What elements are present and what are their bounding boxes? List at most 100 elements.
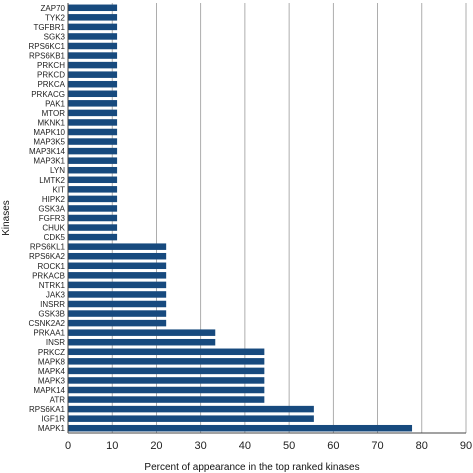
y-tick-label: INSRR: [40, 300, 65, 309]
bar-chuk: [68, 224, 118, 231]
bar-csnk2a2: [68, 319, 167, 327]
y-tick-label: HIPK2: [42, 195, 66, 204]
bar-rps6kc1: [68, 42, 118, 50]
x-tick-label: 60: [327, 440, 339, 452]
bar-kit: [68, 186, 118, 193]
x-tick-label: 50: [283, 440, 295, 452]
bar-insr: [68, 338, 216, 346]
y-tick-label: RPS6KA2: [29, 252, 66, 261]
y-tick-label: RPS6KC1: [29, 42, 66, 51]
bar-tyk2: [68, 14, 118, 21]
y-axis-title: Kinases: [1, 200, 12, 236]
y-tick-label: ROCK1: [37, 262, 65, 271]
y-tick-label: PRKCA: [37, 80, 65, 89]
y-tick-label: GSK3B: [38, 310, 65, 319]
y-tick-label: RPS6KB1: [29, 52, 66, 61]
bar-prkcz: [68, 348, 265, 356]
bar-insrr: [68, 300, 167, 308]
y-tick-label: TGFBR1: [33, 23, 65, 32]
bar-mtor: [68, 109, 118, 117]
bar-mapk4: [68, 367, 265, 375]
bar-map3k1: [68, 157, 118, 164]
y-tick-label: KIT: [53, 185, 66, 194]
y-tick-label: ATR: [50, 396, 66, 405]
y-tick-label: RPS6KL1: [30, 243, 66, 252]
bar-jak3: [68, 291, 167, 298]
bars: [68, 4, 413, 432]
y-tick-label: MAPK8: [38, 357, 66, 366]
x-tick-label: 70: [371, 440, 383, 452]
bar-mapk8: [68, 358, 265, 365]
bar-prkca: [68, 80, 118, 88]
x-tick-label: 40: [239, 440, 251, 452]
bar-pak1: [68, 100, 118, 107]
y-tick-label: CSNK2A2: [29, 319, 66, 328]
bar-mknk1: [68, 119, 118, 126]
y-tick-label: PRKACB: [32, 271, 65, 280]
y-tick-label: IGF1R: [41, 415, 65, 424]
bar-mapk14: [68, 386, 265, 394]
y-tick-label: MKNK1: [37, 118, 65, 127]
y-tick-label: PRKAA1: [33, 329, 65, 338]
y-tick-label: LMTK2: [39, 176, 65, 185]
y-tick-labels: MAPK1IGF1RRPS6KA1ATRMAPK14MAPK3MAPK4MAPK…: [29, 4, 66, 433]
y-tick-label: MAPK3: [38, 376, 66, 385]
y-tick-label: GSK3A: [38, 204, 65, 213]
bar-prkacb: [68, 272, 167, 279]
y-tick-label: JAK3: [46, 290, 66, 299]
y-tick-label: MAPK1: [38, 424, 66, 433]
bar-mapk10: [68, 128, 118, 136]
y-tick-label: LYN: [50, 166, 65, 175]
y-tick-label: MTOR: [42, 109, 66, 118]
x-tick-label: 10: [106, 440, 118, 452]
x-tick-label: 0: [65, 440, 71, 452]
y-tick-label: CHUK: [42, 224, 65, 233]
bar-ntrk1: [68, 281, 167, 289]
bar-lmtk2: [68, 176, 118, 184]
x-tick-label: 80: [416, 440, 428, 452]
bar-map3k5: [68, 138, 118, 145]
bar-igf1r: [68, 415, 314, 422]
bar-rps6kl1: [68, 243, 167, 250]
bar-sgk3: [68, 33, 118, 40]
bar-rps6ka2: [68, 252, 167, 260]
x-tick-labels: 0 10 20 30 40 50 60 70 80 90: [65, 440, 472, 452]
y-tick-label: PRKCZ: [38, 348, 65, 357]
y-tick-label: NTRK1: [39, 281, 66, 290]
bar-rps6ka1: [68, 405, 314, 413]
bar-lyn: [68, 166, 118, 174]
bar-cdk5: [68, 233, 118, 241]
bar-prkch: [68, 61, 118, 69]
y-tick-label: PAK1: [45, 99, 65, 108]
bar-mapk1: [68, 424, 413, 432]
bar-zap70: [68, 4, 118, 12]
x-axis-title: Percent of appearance in the top ranked …: [144, 462, 359, 473]
bar-fgfr3: [68, 214, 118, 222]
bar-rock1: [68, 262, 167, 270]
y-tick-label: PRKCH: [37, 61, 65, 70]
y-tick-label: MAPK10: [33, 128, 65, 137]
y-tick-label: MAP3K5: [33, 138, 65, 147]
y-tick-label: CDK5: [44, 233, 66, 242]
y-tick-label: MAPK4: [38, 367, 66, 376]
y-tick-label: INSR: [46, 338, 65, 347]
bar-prkacg: [68, 90, 118, 98]
grid-lines: [111, 3, 467, 433]
bar-prkaa1: [68, 329, 216, 336]
bar-tgfbr1: [68, 23, 118, 31]
y-tick-label: MAP3K14: [29, 147, 66, 156]
y-tick-label: MAP3K1: [33, 157, 65, 166]
bar-rps6kb1: [68, 52, 118, 59]
bar-atr: [68, 396, 265, 403]
y-tick-label: ZAP70: [41, 4, 66, 13]
y-tick-label: PRKCD: [37, 71, 65, 80]
bar-mapk3: [68, 377, 265, 384]
bar-gsk3b: [68, 310, 167, 317]
x-tick-label: 30: [195, 440, 207, 452]
bar-map3k14: [68, 147, 118, 155]
bar-hipk2: [68, 195, 118, 203]
y-tick-label: FGFR3: [39, 214, 66, 223]
y-tick-label: TYK2: [45, 13, 66, 22]
y-tick-label: SGK3: [44, 32, 66, 41]
